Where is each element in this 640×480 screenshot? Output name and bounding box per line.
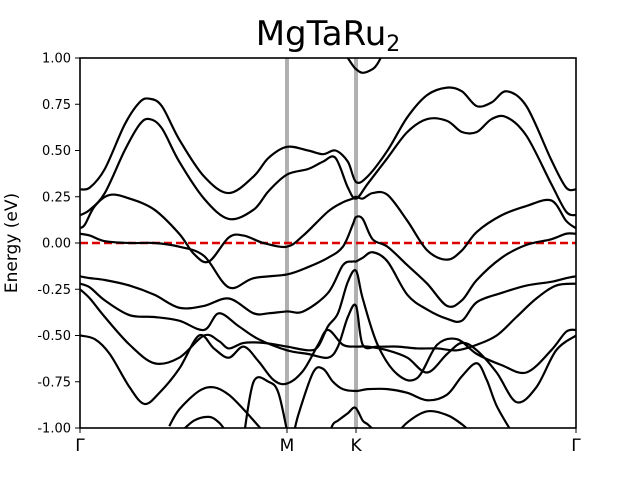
y-tick-label: 0.50 [42, 144, 71, 159]
chart-title-text: MgTaRu [255, 14, 387, 54]
y-tick-label: -0.25 [37, 283, 71, 298]
band-line-13 [330, 406, 374, 428]
band-line-8 [80, 328, 576, 406]
y-tick-label: 1.00 [42, 52, 71, 67]
x-tick-label: M [280, 436, 295, 456]
band-line-7 [80, 269, 576, 382]
band-line-2 [80, 114, 576, 221]
y-axis: 1.00 0.75 0.50 0.25 0.00 -0.25 -0.50 -0.75 -1.00 [37, 52, 80, 437]
band-line-10 [243, 376, 288, 428]
band-line-11 [183, 415, 225, 428]
band-line-3 [80, 190, 576, 264]
band-line-1 [80, 86, 576, 195]
band-line-12 [400, 409, 468, 428]
band-line-4 [80, 215, 576, 308]
y-axis-label-text: Energy (eV) [2, 192, 22, 294]
band-line-6 [80, 282, 576, 360]
chart-title-subscript: 2 [386, 32, 401, 57]
y-tick-label: -0.50 [37, 329, 71, 344]
y-tick-label: 0.25 [42, 190, 71, 205]
y-tick-label: 0.00 [42, 237, 71, 252]
band-line-9 [168, 362, 511, 428]
chart-title: MgTaRu2 [80, 14, 576, 57]
band-line-5 [80, 251, 576, 323]
y-tick-label: -1.00 [37, 422, 71, 437]
x-tick-label: Γ [75, 436, 85, 456]
x-tick-label: Γ [571, 436, 581, 456]
band-lines [80, 58, 576, 428]
x-tick-label: K [350, 436, 362, 456]
y-tick-label: 0.75 [42, 98, 71, 113]
y-tick-label: -0.75 [37, 375, 71, 390]
